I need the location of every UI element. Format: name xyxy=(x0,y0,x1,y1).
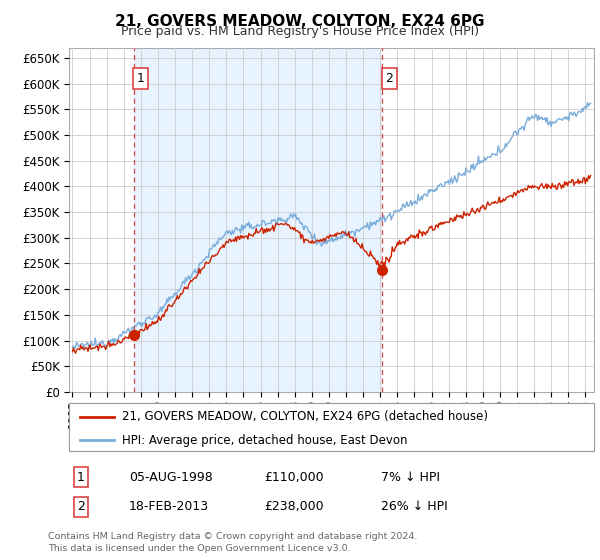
Text: 1: 1 xyxy=(137,72,145,85)
Bar xyxy=(134,48,382,392)
Text: HPI: Average price, detached house, East Devon: HPI: Average price, detached house, East… xyxy=(121,434,407,447)
Text: Price paid vs. HM Land Registry's House Price Index (HPI): Price paid vs. HM Land Registry's House … xyxy=(121,25,479,38)
Text: £110,000: £110,000 xyxy=(264,470,323,484)
Text: 7% ↓ HPI: 7% ↓ HPI xyxy=(381,470,440,484)
Text: 05-AUG-1998: 05-AUG-1998 xyxy=(129,470,213,484)
Text: 21, GOVERS MEADOW, COLYTON, EX24 6PG: 21, GOVERS MEADOW, COLYTON, EX24 6PG xyxy=(115,14,485,29)
Text: Contains HM Land Registry data © Crown copyright and database right 2024.
This d: Contains HM Land Registry data © Crown c… xyxy=(48,533,418,553)
FancyBboxPatch shape xyxy=(69,403,594,451)
Text: 26% ↓ HPI: 26% ↓ HPI xyxy=(381,500,448,514)
Text: 2: 2 xyxy=(77,500,85,514)
Text: 1: 1 xyxy=(77,470,85,484)
Text: 18-FEB-2013: 18-FEB-2013 xyxy=(129,500,209,514)
Text: 21, GOVERS MEADOW, COLYTON, EX24 6PG (detached house): 21, GOVERS MEADOW, COLYTON, EX24 6PG (de… xyxy=(121,410,487,423)
Text: £238,000: £238,000 xyxy=(264,500,323,514)
Text: 2: 2 xyxy=(385,72,393,85)
